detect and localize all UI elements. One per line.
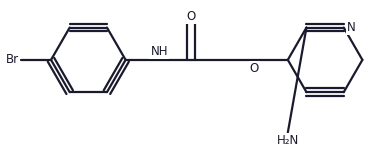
Text: N: N [347, 21, 355, 34]
Text: Br: Br [6, 53, 19, 66]
Text: O: O [186, 10, 195, 23]
Text: O: O [249, 62, 259, 75]
Text: NH: NH [150, 45, 168, 58]
Text: H₂N: H₂N [277, 134, 299, 147]
